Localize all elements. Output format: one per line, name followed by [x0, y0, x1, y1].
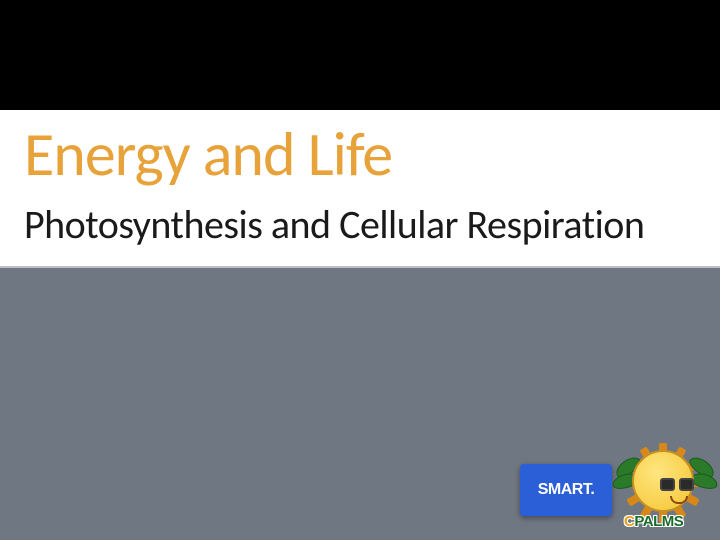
bottom-band: SMART. [0, 268, 720, 540]
logo-row: SMART. [520, 442, 712, 534]
top-band [0, 0, 720, 110]
slide-container: Energy and Life Photosynthesis and Cellu… [0, 0, 720, 540]
smart-logo: SMART. [520, 464, 612, 516]
sun-face-icon [656, 474, 702, 510]
cpalms-logo: CPALMS [618, 442, 712, 534]
smart-logo-text: SMART. [538, 481, 595, 499]
content-area: Energy and Life Photosynthesis and Cellu… [0, 110, 720, 266]
slide-title: Energy and Life [24, 120, 696, 188]
sunglasses-icon [660, 478, 698, 492]
sun-icon [632, 450, 694, 512]
cpalms-logo-text: CPALMS [624, 513, 683, 530]
smile-icon [670, 496, 688, 504]
slide-subtitle: Photosynthesis and Cellular Respiration [24, 202, 696, 248]
